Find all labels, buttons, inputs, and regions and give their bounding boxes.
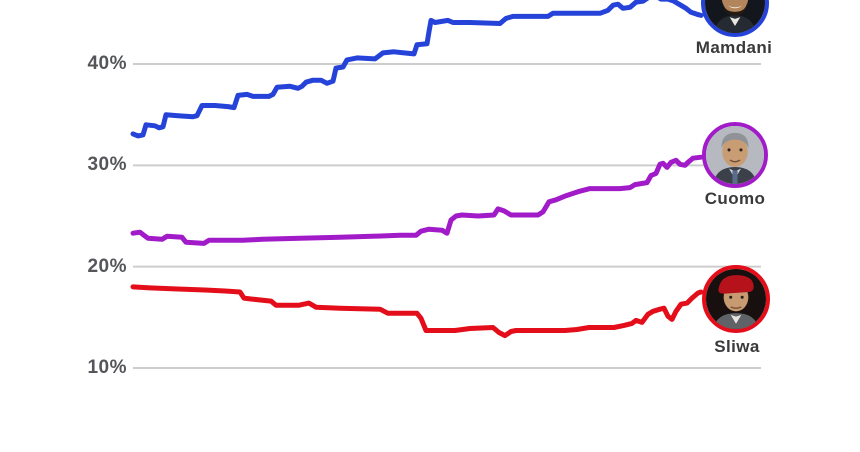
gridlines [133, 63, 761, 369]
sliwa-label: Sliwa [714, 337, 760, 356]
y-tick-label-30: 30% [87, 154, 127, 176]
mamdani-photo-icon [705, 0, 765, 33]
sliwa-photo-icon [706, 269, 766, 329]
y-tick-label-40: 40% [87, 53, 127, 74]
sliwa-avatar [702, 265, 770, 333]
y-tick-label-20: 20% [87, 255, 127, 277]
trend-lines [130, 0, 704, 339]
mamdani-label: Mamdani [695, 38, 773, 57]
cuomo-avatar [702, 122, 768, 188]
y-tick-label-10: 10% [87, 356, 127, 378]
cuomo-label: Cuomo [704, 189, 766, 208]
mamdani-avatar [701, 0, 769, 37]
cuomo-photo-icon [706, 126, 764, 184]
